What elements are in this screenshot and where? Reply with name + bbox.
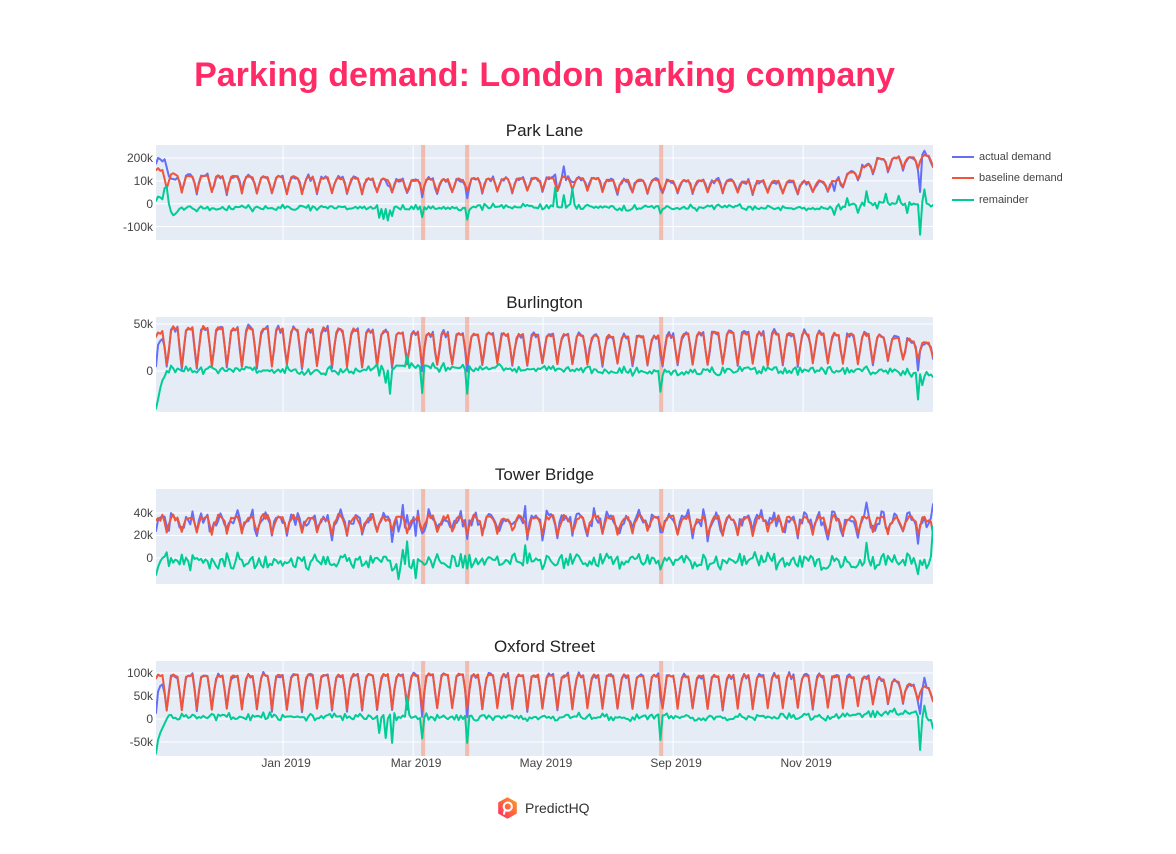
plot-canvas xyxy=(156,661,933,756)
plot-canvas xyxy=(156,317,933,412)
baseline-demand-line xyxy=(156,512,933,537)
remainder-demand-line xyxy=(156,186,933,236)
x-tick-label: Sep 2019 xyxy=(650,756,702,770)
predicthq-logo: PredictHQ xyxy=(498,796,590,820)
legend-item-actual-demand[interactable]: actual demand xyxy=(950,146,1080,168)
y-tick-label: 0 xyxy=(146,711,153,726)
x-tick-label: Mar 2019 xyxy=(390,756,442,770)
y-tick-label: -100k xyxy=(122,219,153,234)
baseline-demand-line xyxy=(156,325,933,369)
plot-area[interactable] xyxy=(156,661,933,756)
legend-item-remainder[interactable]: remainder xyxy=(950,189,1080,211)
legend-label: baseline demand xyxy=(979,172,1063,185)
highlight-bands xyxy=(421,317,664,412)
plot-canvas xyxy=(156,145,933,240)
subplot-burlington: Burlington 50k 0 xyxy=(0,292,1176,414)
logo-text: PredictHQ xyxy=(525,800,590,816)
x-axis-ticks: Jan 2019 Mar 2019 May 2019 Sep 2019 Nov 2019 xyxy=(0,756,1176,772)
legend-label: actual demand xyxy=(979,150,1052,163)
y-axis-ticks: 50k 0 xyxy=(0,317,153,412)
event-band xyxy=(659,661,664,756)
y-tick-label: 10k xyxy=(133,173,153,188)
event-band xyxy=(659,489,664,584)
plot-area[interactable] xyxy=(156,317,933,412)
y-tick-label: 0 xyxy=(146,363,153,378)
legend-label: remainder xyxy=(979,193,1029,206)
actual-demand-swatch-icon xyxy=(952,155,974,158)
remainder-demand-line xyxy=(156,696,933,755)
subplot-title: Oxford Street xyxy=(493,637,596,656)
remainder-swatch-icon xyxy=(952,198,974,201)
y-tick-label: 50k xyxy=(133,316,153,331)
y-tick-label: -50k xyxy=(129,735,153,749)
x-tick-label: May 2019 xyxy=(519,756,573,770)
subplot-tower-bridge: Tower Bridge 40k 20k 0 xyxy=(0,464,1176,586)
remainder-demand-line xyxy=(156,525,933,581)
x-tick-label: Nov 2019 xyxy=(780,756,832,770)
subplot-title: Burlington xyxy=(506,293,583,312)
y-tick-label: 40k xyxy=(133,505,153,520)
subplot-title: Park Lane xyxy=(505,121,584,140)
event-band xyxy=(659,145,664,240)
legend: actual demand baseline demand remainder xyxy=(950,146,1080,211)
y-tick-label: 100k xyxy=(126,665,153,680)
y-tick-label: 50k xyxy=(133,688,153,703)
event-band xyxy=(659,317,664,412)
predicthq-hexagon-pin-icon xyxy=(498,797,517,819)
plot-canvas xyxy=(156,489,933,584)
y-tick-label: 200k xyxy=(126,151,153,166)
subplot-title: Tower Bridge xyxy=(494,465,595,484)
subplot-park-lane: Park Lane 200k 10k 0 -100k xyxy=(0,120,1176,242)
y-tick-label: 0 xyxy=(146,196,153,211)
remainder-demand-line xyxy=(156,354,933,410)
baseline-demand-line xyxy=(156,672,933,712)
event-band xyxy=(421,489,426,584)
baseline-demand-line xyxy=(156,154,933,196)
plot-area[interactable] xyxy=(156,145,933,240)
y-tick-label: 20k xyxy=(133,528,153,543)
plot-area[interactable] xyxy=(156,489,933,584)
legend-item-baseline-demand[interactable]: baseline demand xyxy=(950,168,1080,190)
x-tick-label: Jan 2019 xyxy=(261,756,311,770)
y-axis-ticks: 100k 50k 0 -50k xyxy=(0,661,153,756)
baseline-demand-swatch-icon xyxy=(952,177,974,180)
subplot-oxford-street: Oxford Street 100k 50k 0 -50k xyxy=(0,636,1176,758)
y-axis-ticks: 40k 20k 0 xyxy=(0,489,153,584)
y-tick-label: 0 xyxy=(146,550,153,565)
y-axis-ticks: 200k 10k 0 -100k xyxy=(0,145,153,240)
gridlines xyxy=(156,489,933,584)
page-title: Parking demand: London parking company xyxy=(194,56,895,94)
